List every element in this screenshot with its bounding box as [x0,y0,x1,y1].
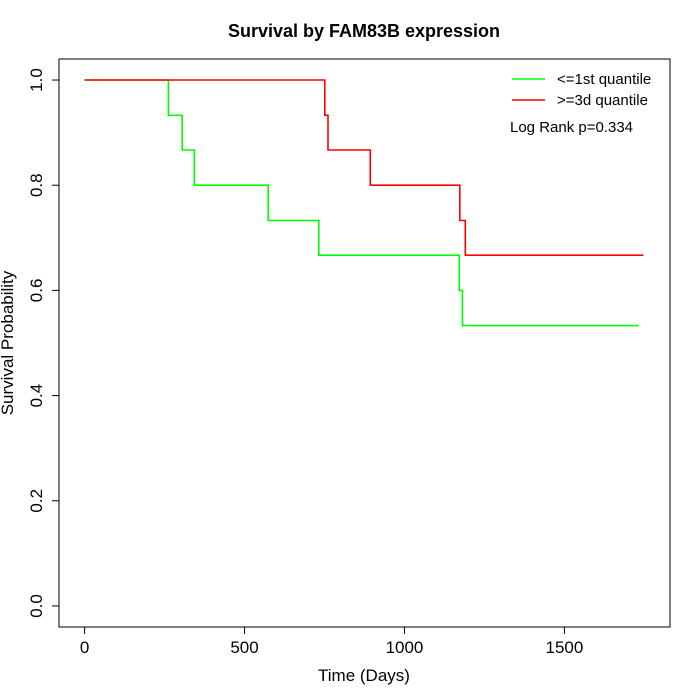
series-layer [84,79,644,327]
x-tick-label: 1500 [546,638,584,657]
y-tick-label: 0.2 [27,489,46,513]
y-tick-label: 0.8 [27,173,46,197]
x-tick-label: 500 [230,638,258,657]
x-tick-label: 1000 [386,638,424,657]
x-axis: 0 500 1000 1500 [80,626,584,657]
series-line-1 [84,79,639,327]
log-rank-annotation: Log Rank p=0.334 [510,119,633,136]
y-axis-label: Survival Probability [0,270,17,415]
legend-label-2: >=3d quantile [557,92,648,109]
y-tick-label: 1.0 [27,68,46,92]
legend-label-1: <=1st quantile [557,71,651,88]
chart-title: Survival by FAM83B expression [228,21,500,41]
series-line-2 [84,79,644,256]
y-tick-label: 0.0 [27,594,46,618]
legend: <=1st quantile >=3d quantile [512,71,651,109]
plot-frame [58,58,671,628]
y-tick-label: 0.6 [27,279,46,303]
y-tick-label: 0.4 [27,384,46,408]
x-tick-label: 0 [80,638,89,657]
y-axis: 0.0 0.2 0.4 0.6 0.8 1.0 [27,68,60,618]
x-axis-label: Time (Days) [318,666,410,685]
